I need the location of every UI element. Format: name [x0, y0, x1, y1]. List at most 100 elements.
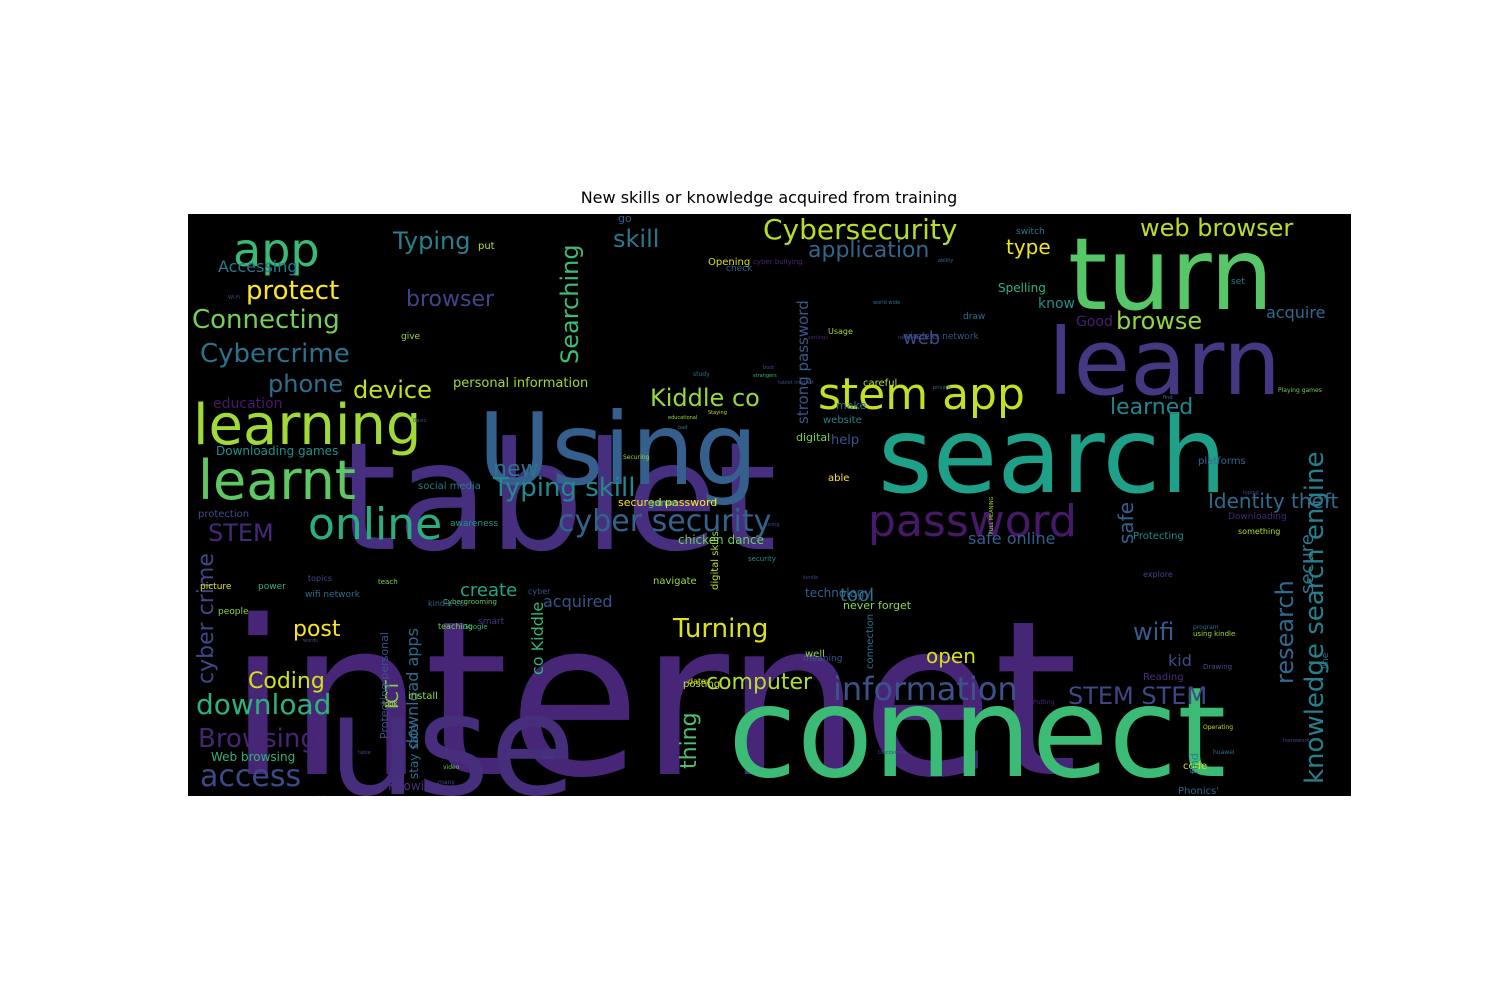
word-nice: nice — [543, 755, 553, 761]
word-social-media: social media — [418, 481, 481, 492]
word-boot: boot — [763, 365, 774, 371]
word-browse: browse — [1116, 307, 1202, 335]
word-research: research — [1271, 580, 1299, 684]
word-help: help — [831, 433, 859, 448]
word-accessing: Accessing — [218, 257, 298, 276]
word-secure: secure — [1297, 534, 1318, 594]
word-cybercrime: Cybercrime — [200, 339, 350, 369]
word-using: using — [766, 522, 780, 528]
word-skill: skill — [613, 225, 659, 253]
word-awareness: awareness — [450, 519, 498, 529]
word-protecting: Protecting — [1133, 531, 1184, 542]
word-web: web — [903, 328, 940, 349]
word-learn: learn — [1048, 309, 1281, 416]
word-cybersecurity: Cybersecurity — [763, 214, 957, 246]
word-careful: careful — [863, 378, 897, 389]
word-connecting: Connecting — [192, 305, 340, 335]
word-computer: computer — [706, 670, 813, 695]
word-phonics-: Phonics' — [1178, 786, 1219, 796]
word-tablet-internet: tablet internet — [778, 380, 814, 386]
word-wifi-network: wifi network — [305, 590, 361, 600]
word-thing: thing — [677, 712, 702, 769]
word-find: find — [1188, 753, 1201, 774]
word-playing-games: Playing games — [1278, 387, 1322, 394]
word-power: power — [258, 582, 286, 592]
word-program: program — [1193, 624, 1219, 631]
word-browser: browser — [406, 287, 495, 312]
word-make: make — [836, 399, 866, 412]
word-reading: Reading — [1143, 672, 1184, 683]
word-browsing: Browsing — [198, 724, 317, 754]
word-teaching: teaching — [438, 622, 473, 631]
word-tablet: tablet — [338, 411, 777, 585]
word-tell: tell — [318, 795, 326, 796]
word-ict: ICT — [382, 679, 403, 709]
word-device: device — [353, 376, 432, 404]
word-game: game — [648, 498, 676, 509]
word-securing: Securing — [623, 454, 650, 461]
word-huawei: huawei — [1213, 749, 1235, 756]
word-phone: phone — [268, 370, 343, 398]
word-strangers: strangers — [753, 373, 777, 379]
word-education: education — [213, 396, 282, 412]
word-install: install — [408, 691, 438, 702]
word-stay-safe: stay safe — [407, 725, 421, 779]
word-picture: picture — [200, 582, 232, 592]
word-new: new — [493, 457, 538, 482]
word-go: go — [618, 214, 632, 225]
word-digital: digital — [796, 431, 830, 444]
word-using: Using — [478, 391, 758, 508]
word-drawing: Drawing — [1203, 663, 1232, 671]
word-safe-online: safe online — [968, 529, 1056, 548]
word-look: look — [383, 700, 399, 708]
word-coding: Coding — [248, 669, 325, 694]
word-cyber-security: cyber security — [558, 504, 771, 539]
word-words: words — [303, 638, 318, 644]
word-homework: homework — [1283, 738, 1309, 744]
word-opening: Opening — [708, 257, 750, 268]
word-learned: learned — [1110, 395, 1193, 420]
word-search: search — [878, 395, 1227, 517]
word-smart: smart — [478, 617, 505, 627]
chart-title: New skills or knowledge acquired from tr… — [580, 188, 958, 207]
word-platforms: platforms — [1198, 456, 1246, 467]
word-security: security — [748, 555, 776, 563]
word-stem: STEM — [208, 519, 274, 547]
word-open: open — [926, 644, 976, 668]
word-learning: learning — [193, 393, 421, 458]
word-online: online — [308, 499, 442, 550]
word-kid: kid — [1168, 651, 1192, 670]
word-app: app — [233, 223, 320, 277]
word-able: able — [828, 473, 849, 484]
word-operating: Operating — [1203, 724, 1233, 731]
word-stem-app: stem app — [818, 369, 1025, 420]
word-turning: Turning — [672, 614, 768, 644]
word-strong-password: strong password — [794, 300, 812, 424]
word-co-kiddle: co Kiddle — [528, 602, 547, 675]
word-stem-stem: STEM STEM — [1068, 682, 1207, 710]
word-full-meaning: FULL MEANING — [989, 496, 995, 534]
word-kiddle-co: Kiddle co — [650, 384, 760, 412]
word-find: find — [1163, 395, 1173, 401]
word-secured-password: secured password — [618, 496, 717, 509]
word-draw: draw — [963, 312, 985, 322]
word-discoveries: Discoveries — [878, 750, 907, 756]
word-acquire: acquire — [1266, 303, 1325, 322]
word-downloading: Downloading — [1228, 512, 1287, 522]
word-put: put — [478, 241, 495, 252]
word-staying: Staying — [708, 410, 727, 416]
word-code: code — [1183, 761, 1207, 772]
word-web-browser: web browser — [1140, 214, 1293, 242]
word-protect: protect — [246, 276, 339, 306]
word-study: study — [693, 371, 710, 378]
word-technology: technology — [805, 586, 872, 600]
word-video: video — [443, 764, 460, 771]
word-putting: Putting — [1033, 699, 1054, 706]
word-turn: turn — [1068, 216, 1273, 333]
word-knowledge-search-engine: knowledge search engine — [1300, 451, 1330, 784]
word-many: many — [438, 779, 455, 786]
word-kindle-co: kindle co — [428, 599, 464, 608]
word-chicken-dance: chicken dance — [678, 533, 764, 547]
word-well: well — [805, 649, 825, 660]
